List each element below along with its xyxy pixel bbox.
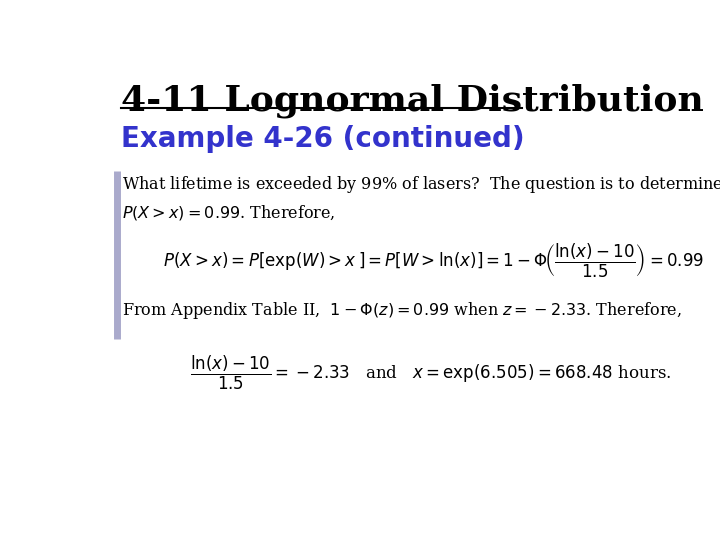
Text: Example 4-26 (continued): Example 4-26 (continued)	[121, 125, 524, 153]
Text: $P(X > x) = P[\exp(W) > x^{\,}] = P^{\!}[W > \ln(x)] = 1 - \Phi\!\left(\dfrac{\l: $P(X > x) = P[\exp(W) > x^{\,}] = P^{\!}…	[163, 241, 703, 280]
Text: 4-11 Lognormal Distribution: 4-11 Lognormal Distribution	[121, 84, 703, 118]
Text: From Appendix Table II,  $1 - \Phi(z) = 0.99$ when $z = -2.33$. Therefore,: From Appendix Table II, $1 - \Phi(z) = 0…	[122, 300, 682, 321]
Text: What lifetime is exceeded by 99% of lasers?  The question is to determine $x$ su: What lifetime is exceeded by 99% of lase…	[122, 174, 720, 222]
Text: $\dfrac{\ln(x) - 10}{1.5} = -2.33$   and   $x = \exp(6.505) = 668.48$ hours.: $\dfrac{\ln(x) - 10}{1.5} = -2.33$ and $…	[190, 354, 672, 392]
